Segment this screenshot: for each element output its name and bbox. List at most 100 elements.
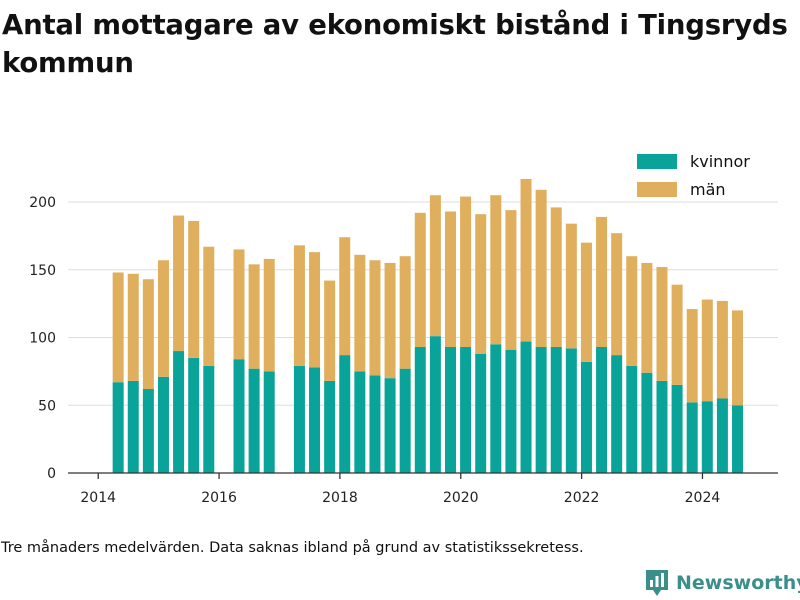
x-tick-label-2016: 2016 [201, 490, 237, 506]
bars [112, 178, 744, 473]
bar-kvinnor-3 [157, 376, 169, 473]
bar-man-17 [399, 256, 411, 369]
bar-man-27 [550, 207, 562, 347]
legend-swatch-kvinnor [637, 154, 677, 169]
axes: 0 50 100 150 200 2014 2016 2018 2020 2022 2024 [29, 195, 778, 506]
bar-kvinnor-22 [475, 353, 487, 473]
x-tick-label-2020: 2020 [443, 490, 479, 506]
newsworthy-logo-icon [646, 570, 668, 596]
bar-kvinnor-11 [309, 367, 321, 473]
y-tick-label-150: 150 [29, 263, 56, 279]
brand-name: Newsworthy [676, 572, 800, 594]
bar-kvinnor-27 [550, 346, 562, 473]
bar-kvinnor-17 [399, 368, 411, 473]
bar-kvinnor-19 [429, 336, 441, 473]
y-tick-label-200: 200 [29, 195, 56, 211]
bar-man-29 [580, 242, 592, 362]
bar-kvinnor-10 [293, 365, 305, 473]
legend-label-man: män [690, 180, 726, 199]
legend-label-kvinnor: kvinnor [690, 152, 750, 171]
bar-man-19 [429, 195, 441, 337]
bar-man-23 [490, 195, 502, 345]
bar-man-7 [233, 249, 245, 360]
bar-kvinnor-12 [324, 380, 336, 473]
bar-kvinnor-4 [173, 351, 185, 473]
bar-kvinnor-15 [369, 375, 381, 473]
x-tick-label-2024: 2024 [685, 490, 721, 506]
bar-kvinnor-7 [233, 359, 245, 473]
bar-kvinnor-30 [596, 346, 608, 473]
bar-man-36 [686, 309, 698, 403]
bar-kvinnor-5 [188, 357, 200, 473]
bar-kvinnor-26 [535, 346, 547, 473]
bar-man-35 [671, 284, 683, 385]
bar-man-38 [716, 300, 728, 399]
bar-man-21 [460, 196, 472, 347]
newsworthy-logo[interactable]: Newsworthy [644, 568, 800, 598]
bar-man-30 [596, 216, 608, 347]
bar-man-5 [188, 220, 200, 358]
bar-kvinnor-6 [203, 365, 215, 473]
bar-kvinnor-34 [656, 380, 668, 473]
bar-man-10 [293, 245, 305, 366]
bar-man-14 [354, 254, 366, 372]
bar-man-28 [565, 223, 577, 349]
bar-kvinnor-28 [565, 348, 577, 473]
bar-man-11 [309, 252, 321, 368]
bar-man-18 [414, 212, 426, 347]
bar-kvinnor-21 [460, 346, 472, 473]
bar-kvinnor-2 [142, 388, 154, 473]
y-tick-label-50: 50 [38, 398, 56, 414]
bar-kvinnor-32 [626, 365, 638, 473]
bar-man-1 [127, 273, 139, 381]
bar-kvinnor-25 [520, 341, 532, 473]
legend-swatch-man [637, 182, 677, 197]
bar-man-13 [339, 237, 351, 356]
chart-caption: Tre månaders medelvärden. Data saknas ib… [1, 540, 584, 556]
bar-man-24 [505, 210, 517, 350]
bar-kvinnor-18 [414, 346, 426, 473]
bar-kvinnor-8 [248, 368, 260, 473]
bar-man-26 [535, 189, 547, 347]
bar-kvinnor-29 [580, 361, 592, 473]
legend: kvinnor män [628, 148, 768, 200]
bar-kvinnor-20 [444, 346, 456, 473]
bar-kvinnor-36 [686, 402, 698, 473]
bar-kvinnor-24 [505, 349, 517, 473]
bar-man-31 [611, 233, 623, 356]
bar-man-4 [173, 215, 185, 352]
bar-man-3 [157, 260, 169, 377]
bar-man-2 [142, 279, 154, 389]
y-tick-label-100: 100 [29, 331, 56, 347]
bar-kvinnor-14 [354, 371, 366, 473]
x-tick-label-2014: 2014 [80, 490, 116, 506]
y-tick-label-0: 0 [47, 466, 56, 482]
bar-man-34 [656, 267, 668, 381]
bar-kvinnor-16 [384, 378, 396, 473]
bar-kvinnor-13 [339, 355, 351, 473]
bar-man-33 [641, 262, 653, 373]
chart-title: Antal mottagare av ekonomiskt bistånd i … [2, 9, 788, 79]
bar-man-16 [384, 262, 396, 379]
bar-man-37 [701, 299, 713, 402]
bar-man-12 [324, 280, 336, 381]
x-tick-label-2022: 2022 [564, 490, 600, 506]
bar-kvinnor-1 [127, 380, 139, 473]
bar-man-6 [203, 246, 215, 366]
bar-man-8 [248, 264, 260, 369]
bar-man-15 [369, 260, 381, 376]
bar-kvinnor-38 [716, 398, 728, 473]
bar-man-32 [626, 256, 638, 366]
bar-man-39 [732, 310, 744, 406]
bar-man-22 [475, 214, 487, 354]
bar-man-9 [263, 258, 275, 372]
bar-man-25 [520, 178, 532, 342]
bar-kvinnor-35 [671, 384, 683, 473]
x-tick-label-2018: 2018 [322, 490, 358, 506]
bar-kvinnor-0 [112, 382, 124, 473]
bar-kvinnor-39 [732, 405, 744, 473]
bar-kvinnor-33 [641, 372, 653, 473]
bar-kvinnor-23 [490, 344, 502, 473]
bar-kvinnor-37 [701, 401, 713, 473]
